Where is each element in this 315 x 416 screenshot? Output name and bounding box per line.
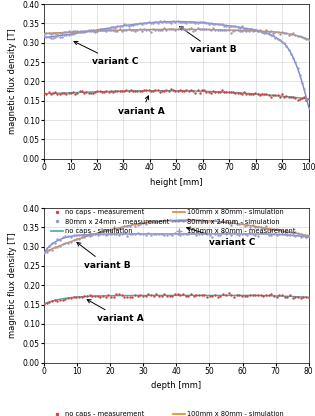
Text: variant C: variant C: [74, 42, 138, 66]
Text: variant B: variant B: [180, 27, 236, 54]
X-axis label: depth [mm]: depth [mm]: [151, 381, 202, 390]
Y-axis label: magnetic flux density [T]: magnetic flux density [T]: [9, 233, 17, 338]
Text: variant A: variant A: [118, 96, 165, 116]
Legend: no caps - measurement, 80mm x 24mm - measurement, no caps - simulation, 100mm x : no caps - measurement, 80mm x 24mm - mea…: [51, 411, 295, 416]
Legend: no caps - measurement, 80mm x 24mm - measurement, no caps - simulation, 100mm x : no caps - measurement, 80mm x 24mm - mea…: [51, 209, 295, 234]
X-axis label: height [mm]: height [mm]: [150, 178, 203, 186]
Y-axis label: magnetic flux density [T]: magnetic flux density [T]: [9, 29, 17, 134]
Text: variant C: variant C: [187, 227, 256, 247]
Text: variant B: variant B: [77, 243, 130, 270]
Text: variant A: variant A: [87, 300, 144, 323]
